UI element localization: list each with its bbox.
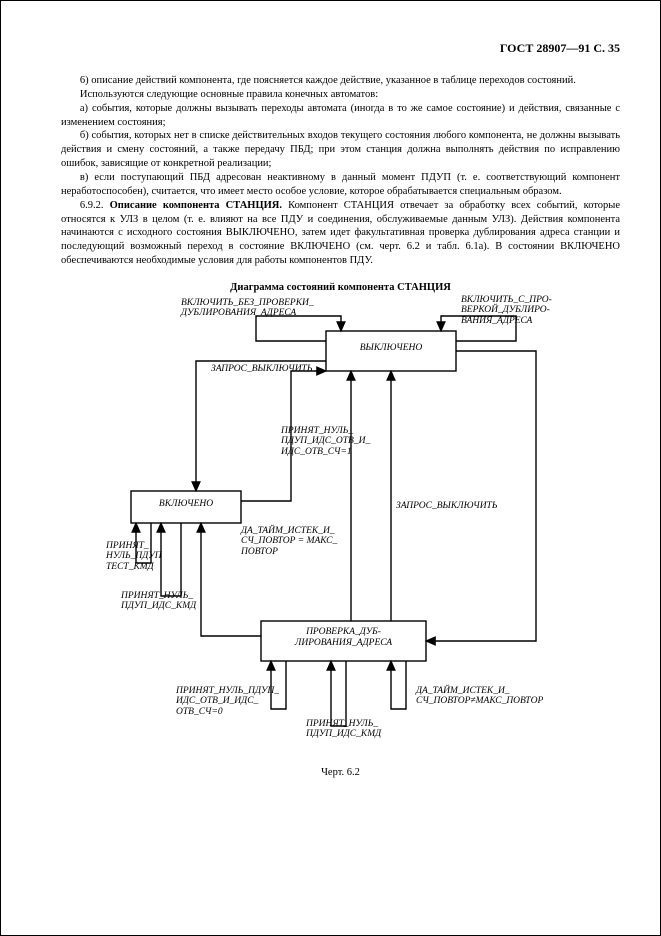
para-2: Используются следующие основные правила … <box>61 88 620 102</box>
lbl-da-taim: ДА_ТАЙМ_ИСТЕК_И_СЧ_ПОВТОР = МАКС_ПОВТОР <box>241 526 337 557</box>
box-off-label: ВЫКЛЮЧЕНО <box>326 343 456 354</box>
diagram-caption: Черт. 6.2 <box>61 767 620 778</box>
lbl-check-l: ПРИНЯТ_НУЛЬ_ПДУП_ИДС_ОТВ_И_ИДС_ОТВ_СЧ=0 <box>176 686 279 717</box>
lbl-off-right: ВКЛЮЧИТЬ_С_ПРО-ВЕРКОЙ_ДУБЛИРО-ВАНИЯ_АДРЕ… <box>461 295 552 326</box>
diagram-svg <box>61 301 621 751</box>
para-5: в) если поступающий ПБД адресован неакти… <box>61 171 620 199</box>
para-3: а) события, которые должны вызывать пере… <box>61 102 620 130</box>
para-4: б) события, которых нет в списке действи… <box>61 129 620 171</box>
lbl-zapros2: ЗАПРОС_ВЫКЛЮЧИТЬ <box>396 501 497 511</box>
lbl-on-self2: ПРИНЯТ_НУЛЬ_ПДУП_ИДС_КМД <box>121 591 196 612</box>
para-1: 6) описание действий компонента, где поя… <box>61 74 620 88</box>
diagram-title: Диаграмма состояний компонента СТАНЦИЯ <box>61 282 620 293</box>
lbl-zapros1: ЗАПРОС_ВЫКЛЮЧИТЬ <box>211 364 312 374</box>
para-6: 6.9.2. Описание компонента СТАНЦИЯ. Комп… <box>61 199 620 268</box>
page-header: ГОСТ 28907—91 С. 35 <box>61 41 620 56</box>
box-on-label: ВКЛЮЧЕНО <box>131 499 241 510</box>
lbl-mid1: ПРИНЯТ_НУЛЬ_ПДУП_ИДС_ОТВ_И_ИДС_ОТВ_СЧ=1 <box>281 426 370 457</box>
state-diagram: ВЫКЛЮЧЕНО ВКЛЮЧЕНО ПРОВЕРКА_ДУБ-ЛИРОВАНИ… <box>61 301 620 761</box>
box-check-label: ПРОВЕРКА_ДУБ-ЛИРОВАНИЯ_АДРЕСА <box>261 627 426 649</box>
page: ГОСТ 28907—91 С. 35 6) описание действий… <box>0 0 661 936</box>
para-6-num: 6.9.2. <box>80 200 110 211</box>
para-6-title: Описание компонента СТАНЦИЯ. <box>110 200 282 211</box>
lbl-check-r: ДА_ТАЙМ_ИСТЕК_И_СЧ_ПОВТОР≠МАКС_ПОВТОР <box>416 686 543 707</box>
lbl-on-self: ПРИНЯТ_НУЛЬ_ПДУПТЕСТ_КМД <box>106 541 162 572</box>
lbl-check-m: ПРИНЯТ_НУЛЬ_ПДУП_ИДС_КМД <box>306 719 381 740</box>
lbl-off-left: ВКЛЮЧИТЬ_БЕЗ_ПРОВЕРКИ_ДУБЛИРОВАНИЯ_АДРЕС… <box>181 298 314 319</box>
